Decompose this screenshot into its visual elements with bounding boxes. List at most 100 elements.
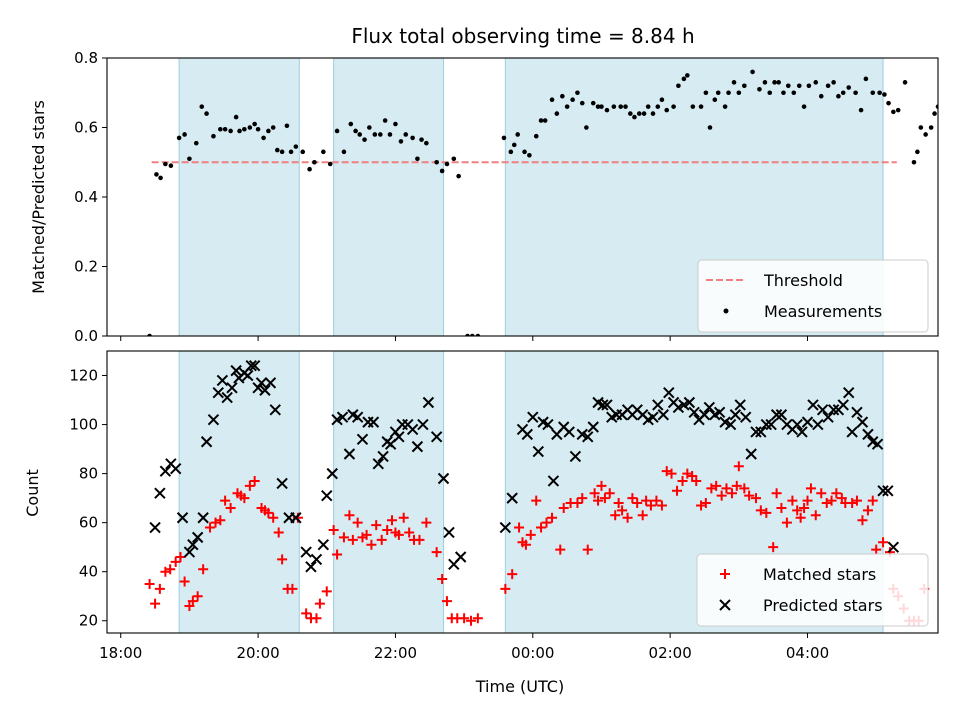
predicted-point xyxy=(760,418,773,431)
measurement-point xyxy=(935,104,938,109)
predicted-point xyxy=(837,399,849,411)
measurement-point xyxy=(204,111,209,116)
predicted-point xyxy=(563,426,575,438)
measurement-point xyxy=(584,125,589,130)
matched-point xyxy=(632,498,643,509)
measurement-point xyxy=(398,139,404,144)
measurement-point xyxy=(444,161,450,167)
predicted-point xyxy=(846,426,858,438)
measurement-point xyxy=(655,104,661,109)
measurement-point xyxy=(147,333,152,336)
predicted-point xyxy=(321,489,333,502)
measurement-point xyxy=(595,104,601,109)
matched-point xyxy=(637,510,648,521)
legend-matched-swatch xyxy=(720,569,730,579)
measurement-point xyxy=(154,172,159,177)
axes-frame-1 xyxy=(106,350,939,634)
measurement-point xyxy=(895,107,901,113)
measurement-point xyxy=(475,333,481,336)
measurement-point xyxy=(722,104,728,109)
measurement-point xyxy=(187,156,192,162)
predicted-point xyxy=(856,416,869,428)
measurement-point xyxy=(182,132,187,137)
matched-point xyxy=(215,515,226,526)
matched-point xyxy=(731,480,742,491)
predicted-point xyxy=(269,404,281,416)
measurement-point xyxy=(451,156,457,162)
measurement-point xyxy=(222,126,228,132)
predicted-point xyxy=(750,426,762,438)
predicted-point xyxy=(542,418,554,431)
matched-point xyxy=(154,583,165,594)
matched-point xyxy=(867,495,878,506)
measurement-point xyxy=(575,90,580,96)
predicted-point xyxy=(443,526,455,539)
measurement-point xyxy=(590,100,596,106)
matched-point xyxy=(691,475,702,486)
predicted-point xyxy=(569,450,582,463)
measurement-point xyxy=(554,111,560,116)
measurement-point xyxy=(671,104,676,109)
measurement-point xyxy=(362,137,367,142)
y-tick-label: 40 xyxy=(79,563,98,581)
measurement-point xyxy=(470,333,475,336)
measurement-point xyxy=(307,166,312,172)
matched-point xyxy=(382,525,393,536)
measurement-point xyxy=(870,90,876,96)
y-tick-label: 60 xyxy=(79,514,98,532)
measurement-point xyxy=(542,118,548,123)
measurement-point xyxy=(796,83,802,89)
matched-point xyxy=(514,522,525,533)
matched-point xyxy=(572,498,583,509)
measurement-point xyxy=(501,135,507,141)
predicted-point xyxy=(812,418,824,431)
y-tick-label: 0.6 xyxy=(74,119,98,137)
matched-point xyxy=(347,534,358,545)
measurement-point xyxy=(410,135,415,141)
measurement-point xyxy=(348,121,354,127)
measurement-point xyxy=(762,80,768,85)
matched-point xyxy=(249,475,260,486)
bottom-y-axis-label: Count xyxy=(23,469,42,517)
legend-label: Predicted stars xyxy=(763,596,883,615)
measurement-point xyxy=(293,144,299,149)
matched-point xyxy=(332,549,343,560)
matched-point xyxy=(761,507,772,518)
measurement-point xyxy=(228,128,233,134)
matched-point xyxy=(831,488,842,499)
measurement-point xyxy=(676,83,681,89)
measurement-point xyxy=(456,173,461,179)
measurement-point xyxy=(757,86,762,92)
matched-point xyxy=(352,517,363,528)
predicted-point xyxy=(406,423,419,436)
measurement-point xyxy=(378,132,383,137)
measurement-point xyxy=(911,159,917,165)
measurement-point xyxy=(158,175,163,181)
matched-point xyxy=(225,502,236,513)
matched-point xyxy=(604,488,615,499)
predicted-point xyxy=(343,448,356,460)
matched-point xyxy=(187,596,198,607)
matched-point xyxy=(398,512,409,523)
y-tick-label: 20 xyxy=(79,612,98,630)
predicted-point xyxy=(843,386,855,399)
legend-label: Threshold xyxy=(763,271,843,290)
measurement-point xyxy=(628,111,633,116)
predicted-point xyxy=(221,391,233,404)
predicted-point xyxy=(765,418,777,431)
matched-point xyxy=(165,564,176,575)
series-0 xyxy=(147,69,938,336)
measurement-point xyxy=(853,90,858,96)
predicted-point xyxy=(326,467,338,480)
measurement-point xyxy=(367,125,372,130)
predicted-point xyxy=(822,411,834,423)
measurement-point xyxy=(846,85,852,90)
predicted-point xyxy=(351,411,364,423)
predicted-point xyxy=(770,409,783,421)
predicted-point xyxy=(300,546,312,558)
measurement-point xyxy=(928,125,934,130)
predicted-point xyxy=(703,401,716,414)
series-0 xyxy=(144,461,930,626)
matched-point xyxy=(862,505,873,516)
legend-1 xyxy=(696,553,929,627)
